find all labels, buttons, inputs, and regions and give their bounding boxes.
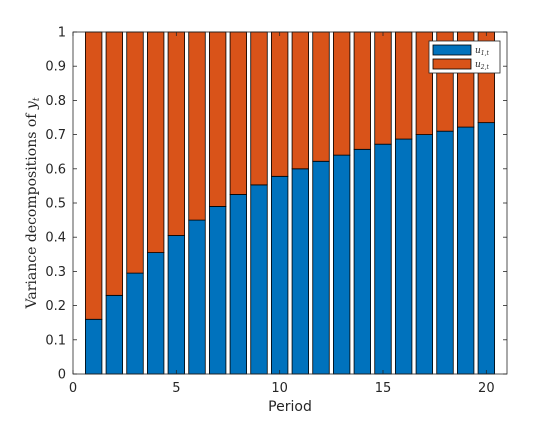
x-tick-label: 10	[271, 381, 288, 396]
y-tick-label: 0.8	[45, 94, 66, 109]
bar-series-1-period-6	[188, 219, 206, 375]
bar-series-1-period-11	[291, 168, 310, 375]
x-tick-label: 5	[172, 381, 180, 396]
x-tick-label: 20	[478, 381, 495, 396]
y-tick-label: 0.1	[45, 333, 66, 348]
bar-series-1-period-16	[394, 138, 413, 375]
x-tick-label: 0	[69, 381, 77, 396]
bar-series-1-period-7	[208, 206, 227, 375]
bar-series-2-period-11	[291, 31, 310, 170]
bar-series-1-period-14	[353, 148, 372, 375]
bar-series-2-period-16	[394, 31, 413, 140]
bar-series-1-period-19	[456, 126, 475, 375]
legend-label-1: u1,t	[475, 46, 490, 57]
bar-series-1-period-13	[332, 154, 351, 375]
x-axis-label: Period	[268, 399, 312, 415]
legend-swatch-2	[432, 58, 472, 70]
bar-series-2-period-13	[332, 31, 351, 156]
bars-group	[85, 31, 496, 375]
bar-series-2-period-8	[229, 31, 248, 195]
bar-series-2-period-6	[188, 31, 206, 221]
bar-series-1-period-5	[167, 235, 186, 375]
bar-series-1-period-17	[415, 134, 434, 375]
y-tick-label: 0.9	[45, 60, 66, 75]
axes-group: 00.10.20.30.40.50.60.70.80.910 5 10 15 20	[45, 26, 508, 396]
bar-series-1-period-15	[374, 143, 392, 375]
legend: u1,t u2,t	[428, 40, 501, 74]
bar-series-2-period-2	[105, 31, 124, 296]
bar-series-2-period-4	[146, 31, 165, 253]
y-tick-label: 0.7	[45, 128, 66, 143]
bar-series-1-period-2	[105, 294, 124, 375]
bar-series-2-period-10	[270, 31, 289, 177]
y-tick-label: 0.3	[45, 265, 66, 280]
bar-series-1-period-18	[436, 130, 454, 375]
bar-series-2-period-1	[85, 31, 103, 320]
bar-series-2-period-3	[126, 31, 144, 274]
bar-series-1-period-10	[270, 175, 289, 375]
bar-series-1-period-3	[126, 272, 144, 375]
y-tick-label: 0.4	[45, 231, 66, 246]
y-tick-label: 0	[58, 368, 66, 383]
y-axis-label-var: y	[24, 100, 40, 110]
bar-series-2-period-5	[167, 31, 186, 236]
bar-series-2-period-15	[374, 31, 392, 145]
y-tick-label: 0.5	[45, 197, 66, 212]
bar-series-2-period-14	[353, 31, 372, 150]
bar-series-1-period-8	[229, 194, 248, 375]
y-tick-label: 1	[58, 26, 66, 41]
bar-series-1-period-12	[312, 160, 330, 375]
legend-swatch-1	[432, 44, 472, 56]
y-axis-label-sub: t	[32, 97, 42, 101]
y-tick-label: 0.6	[45, 162, 66, 177]
bar-series-2-period-9	[250, 31, 268, 186]
y-tick-label: 0.2	[45, 299, 66, 314]
bar-series-1-period-20	[477, 122, 496, 375]
bar-series-1-period-1	[85, 318, 103, 375]
legend-label-2: u2,t	[475, 60, 490, 71]
y-axis-label: Variance decompositions of yt	[24, 97, 42, 309]
y-axis-label-text: Variance decompositions of	[24, 109, 40, 309]
bar-series-1-period-4	[146, 252, 165, 375]
bar-series-1-period-9	[250, 184, 268, 375]
bar-series-2-period-12	[312, 31, 330, 162]
bar-series-2-period-7	[208, 31, 227, 207]
x-tick-label: 15	[375, 381, 392, 396]
